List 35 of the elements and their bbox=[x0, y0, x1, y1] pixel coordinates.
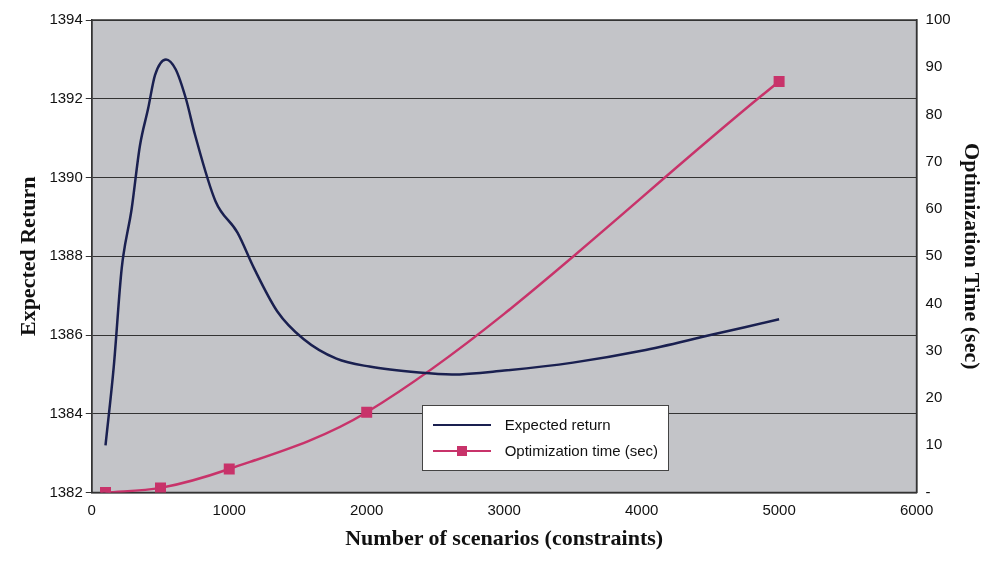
y2-tick-label: 70 bbox=[925, 151, 943, 169]
x-tick-label: 2000 bbox=[350, 500, 384, 518]
point bbox=[773, 75, 785, 87]
y2-tick-label: 100 bbox=[925, 10, 951, 28]
y-tick-label: 1386 bbox=[49, 325, 83, 343]
legend-label: Optimization time (sec) bbox=[504, 442, 659, 460]
y-tick-label: 1390 bbox=[49, 167, 83, 185]
x-tick-label: 1000 bbox=[212, 500, 246, 518]
point bbox=[361, 406, 373, 418]
y2-tick-label: 50 bbox=[925, 246, 943, 264]
y2-tick-label: 10 bbox=[925, 435, 943, 453]
point bbox=[155, 482, 166, 493]
y2-tick-label: 40 bbox=[925, 293, 943, 311]
y2-tick-label: 20 bbox=[925, 388, 943, 406]
x-tick-label: 5000 bbox=[762, 500, 796, 518]
y-tick-label: 1388 bbox=[49, 246, 83, 264]
y2-tick-label: - bbox=[925, 482, 931, 500]
x-tick-label: 3000 bbox=[487, 500, 521, 518]
x-tick-label: 6000 bbox=[899, 500, 934, 518]
y2-tick-label: 60 bbox=[925, 199, 943, 217]
y2-axis-title: Optimization Time (sec) bbox=[960, 143, 986, 370]
y2-tick-label: 30 bbox=[925, 340, 943, 358]
y-tick-label: 1392 bbox=[49, 88, 83, 106]
x-tick-label: 4000 bbox=[624, 500, 659, 518]
line-series bbox=[104, 58, 781, 447]
y-tick-label: 1382 bbox=[49, 482, 83, 500]
y2-tick-label: 80 bbox=[925, 104, 943, 122]
point bbox=[223, 463, 235, 475]
x-tick-label: 0 bbox=[87, 500, 96, 518]
y2-tick-label: 90 bbox=[925, 57, 943, 75]
y-tick-label: 1394 bbox=[49, 10, 83, 28]
y-axis-title: Expected Return bbox=[14, 176, 40, 337]
x-axis-title: Number of scenarios (constraints) bbox=[345, 525, 664, 551]
legend-label: Expected return bbox=[504, 416, 611, 434]
y-tick-label: 1384 bbox=[49, 403, 83, 421]
